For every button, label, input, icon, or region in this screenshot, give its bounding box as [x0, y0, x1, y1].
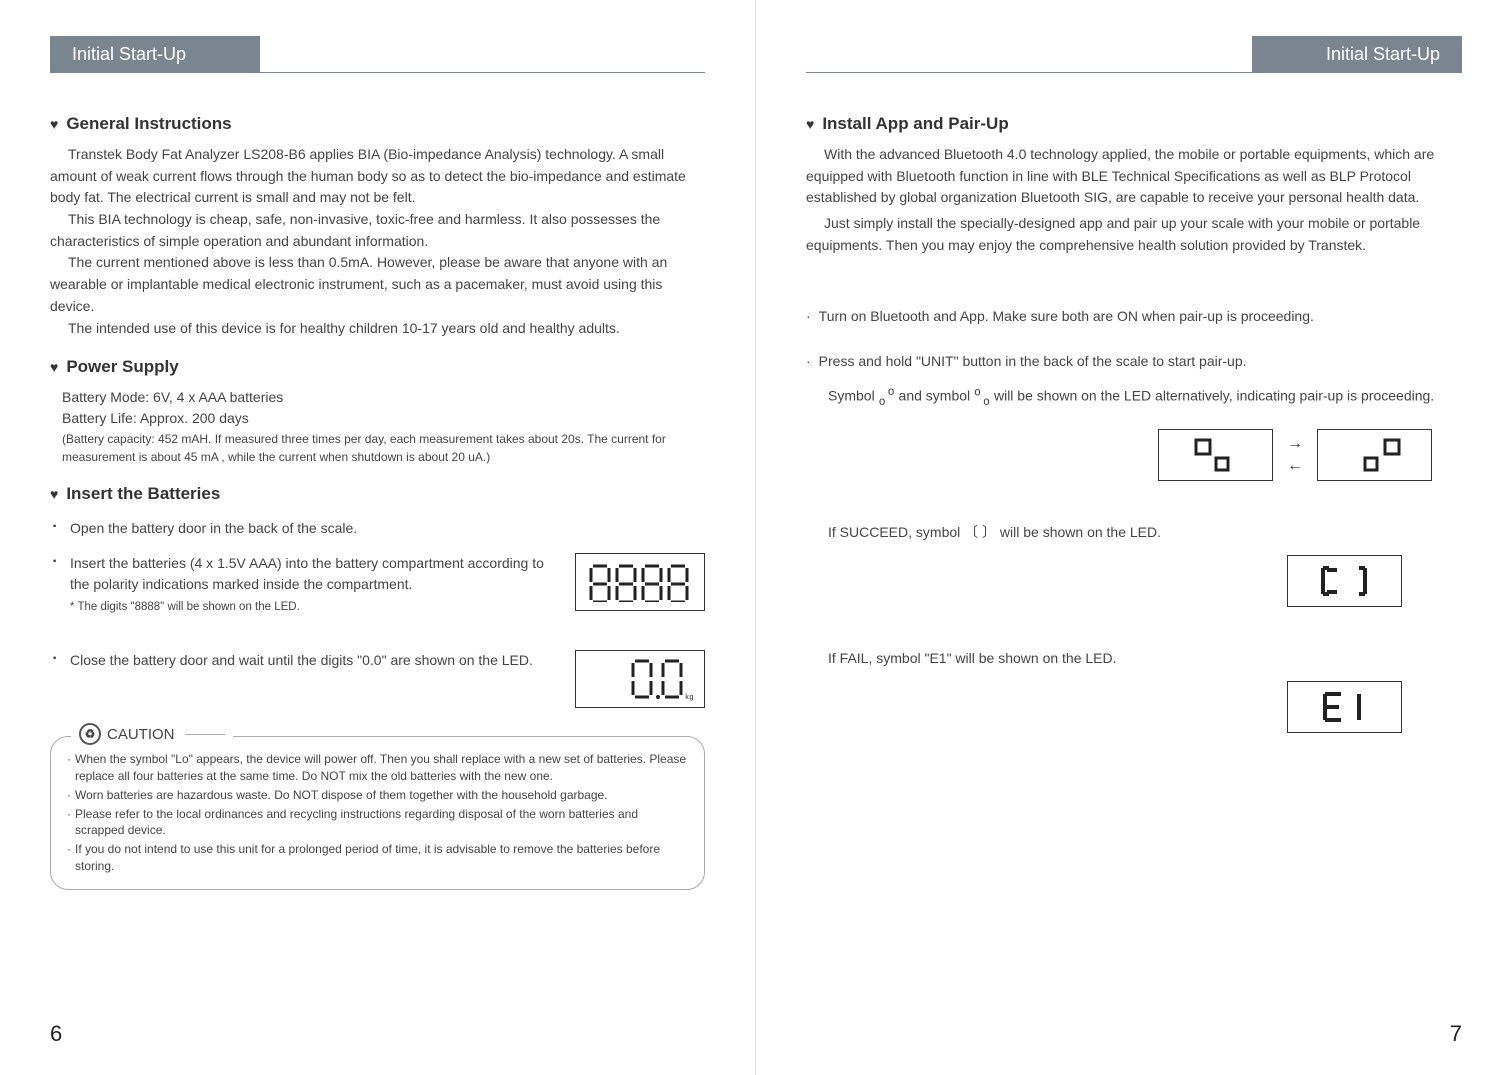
power-line1: Battery Mode: 6V, 4 x AAA batteries	[62, 387, 705, 408]
symbol-sentence: Symbol oo and symbol oo will be shown on…	[828, 382, 1462, 410]
fail-text: If FAIL, symbol "E1" will be shown on th…	[828, 647, 1462, 669]
power-lines: Battery Mode: 6V, 4 x AAA batteries Batt…	[62, 387, 705, 429]
general-p3: The current mentioned above is less than…	[50, 252, 705, 317]
install-title-text: Install App and Pair-Up	[822, 114, 1008, 134]
sym-text-a: Symbol	[828, 388, 879, 404]
heart-icon: ♥	[50, 486, 58, 502]
caution-c2: Worn batteries are hazardous waste. Do N…	[75, 787, 608, 804]
sym-text-c: will be shown on the LED alternatively, …	[994, 388, 1434, 404]
insert-b2-col: · Insert the batteries (4 x 1.5V AAA) in…	[50, 553, 545, 616]
general-p1: Transtek Body Fat Analyzer LS208-B6 appl…	[50, 144, 705, 209]
caution-box: ♻ CAUTION ·When the symbol "Lo" appears,…	[50, 736, 705, 890]
heart-icon: ♥	[806, 116, 814, 132]
insert-b3-col: · Close the battery door and wait until …	[50, 650, 545, 671]
insert-bullet-2: · Insert the batteries (4 x 1.5V AAA) in…	[50, 553, 545, 616]
led-pair-1	[1158, 429, 1273, 481]
caution-c1: When the symbol "Lo" appears, the device…	[75, 751, 688, 785]
insert-b2-note: * The digits "8888" will be shown on the…	[70, 599, 545, 616]
pair-symbols-row: → ←	[806, 429, 1432, 481]
power-title-text: Power Supply	[66, 357, 178, 377]
led-display-00: kg	[575, 650, 705, 708]
arrow-left-icon: ←	[1287, 457, 1303, 475]
bullet-dot: ·	[806, 306, 811, 327]
led-pair-2	[1317, 429, 1432, 481]
caution-title: CAUTION	[107, 726, 175, 743]
section-power-title: ♥ Power Supply	[50, 357, 705, 377]
insert-b2-text: Insert the batteries (4 x 1.5V AAA) into…	[70, 553, 545, 616]
symbol-inline-1: oo	[879, 389, 895, 405]
right-bullet-1: · Turn on Bluetooth and App. Make sure b…	[806, 306, 1462, 327]
bullet-dot: ·	[50, 650, 60, 671]
digits-00-icon: kg	[585, 657, 695, 701]
page-left: Initial Start-Up ♥ General Instructions …	[0, 0, 756, 1075]
succeed-symbol-icon	[1297, 560, 1392, 602]
right-content: ♥ Install App and Pair-Up With the advan…	[806, 114, 1462, 733]
install-p1: With the advanced Bluetooth 4.0 technolo…	[806, 144, 1462, 209]
insert-bullet-1: · Open the battery door in the back of t…	[50, 518, 705, 539]
install-p2: Just simply install the specially-design…	[806, 213, 1462, 256]
power-note: (Battery capacity: 452 mAH. If measured …	[62, 431, 705, 466]
arrow-pair: → ←	[1287, 435, 1303, 475]
header-title-right: Initial Start-Up	[1326, 44, 1440, 65]
led-fail-wrap	[806, 681, 1402, 733]
caution-header: ♻ CAUTION	[71, 723, 233, 745]
right-bullet-2: · Press and hold "UNIT" button in the ba…	[806, 351, 1462, 372]
insert-bullet-3-row: · Close the battery door and wait until …	[50, 650, 705, 708]
caution-item-3: ·Please refer to the local ordinances an…	[67, 806, 688, 840]
heart-icon: ♥	[50, 359, 58, 375]
header-title-left: Initial Start-Up	[72, 44, 186, 65]
caution-item-1: ·When the symbol "Lo" appears, the devic…	[67, 751, 688, 785]
header-band-right: Initial Start-Up	[1252, 36, 1462, 72]
page-number-right: 7	[1450, 1021, 1462, 1047]
insert-bullet-3: · Close the battery door and wait until …	[50, 650, 545, 671]
general-title-text: General Instructions	[66, 114, 231, 134]
header-underline-right	[806, 72, 1462, 73]
led-fail	[1287, 681, 1402, 733]
caution-item-2: ·Worn batteries are hazardous waste. Do …	[67, 787, 688, 804]
insert-b3-text: Close the battery door and wait until th…	[70, 650, 545, 671]
caution-line-icon	[185, 734, 225, 735]
succeed-text: If SUCCEED, symbol 〔 〕 will be shown on …	[828, 521, 1462, 543]
pair-symbol-1-icon	[1168, 434, 1263, 476]
caution-c3: Please refer to the local ordinances and…	[75, 806, 688, 840]
digits-8888-icon	[585, 562, 695, 602]
power-line2: Battery Life: Approx. 200 days	[62, 408, 705, 429]
section-insert-title: ♥ Insert the Batteries	[50, 484, 705, 504]
general-p4: The intended use of this device is for h…	[50, 318, 705, 340]
caution-c4: If you do not intend to use this unit fo…	[75, 841, 688, 875]
page-right: Initial Start-Up ♥ Install App and Pair-…	[756, 0, 1512, 1075]
right-b1-text: Turn on Bluetooth and App. Make sure bot…	[819, 306, 1314, 327]
e1-symbol-icon	[1297, 686, 1392, 728]
symbol-inline-2: oo	[974, 389, 990, 405]
bullet-dot: ·	[50, 553, 60, 616]
svg-text:kg: kg	[685, 694, 693, 701]
right-b2-text: Press and hold "UNIT" button in the back…	[819, 351, 1247, 372]
general-p2: This BIA technology is cheap, safe, non-…	[50, 209, 705, 252]
arrow-right-icon: →	[1287, 435, 1303, 453]
insert-b1-text: Open the battery door in the back of the…	[70, 518, 705, 539]
section-install-title: ♥ Install App and Pair-Up	[806, 114, 1462, 134]
led-display-8888	[575, 553, 705, 611]
caution-item-4: ·If you do not intend to use this unit f…	[67, 841, 688, 875]
caution-recycle-icon: ♻	[79, 723, 101, 745]
left-content: ♥ General Instructions Transtek Body Fat…	[50, 114, 705, 890]
header-band-left: Initial Start-Up	[50, 36, 260, 72]
insert-bullet-2-row: · Insert the batteries (4 x 1.5V AAA) in…	[50, 553, 705, 616]
sym-text-b: and symbol	[899, 388, 974, 404]
insert-title-text: Insert the Batteries	[66, 484, 220, 504]
bullet-dot: ·	[50, 518, 60, 539]
pair-symbol-2-icon	[1327, 434, 1422, 476]
led-succeed	[1287, 555, 1402, 607]
heart-icon: ♥	[50, 116, 58, 132]
section-general-title: ♥ General Instructions	[50, 114, 705, 134]
led-succeed-wrap	[806, 555, 1402, 607]
header-underline-left	[50, 72, 705, 73]
page-number-left: 6	[50, 1021, 62, 1047]
insert-b2-main: Insert the batteries (4 x 1.5V AAA) into…	[70, 555, 544, 592]
bullet-dot: ·	[806, 351, 811, 372]
